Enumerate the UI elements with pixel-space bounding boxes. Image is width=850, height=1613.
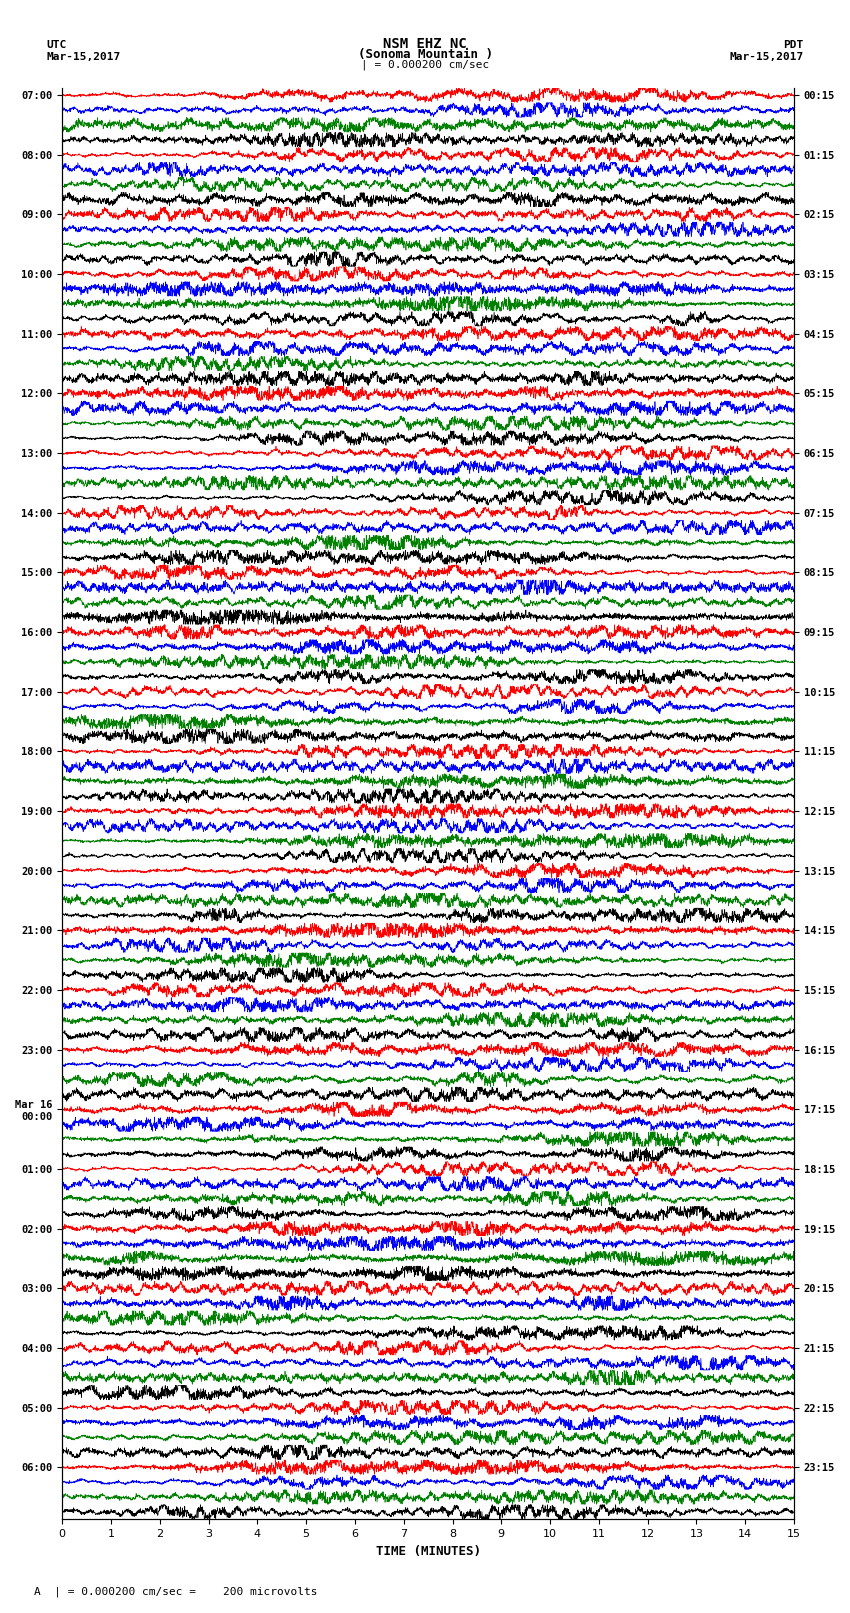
- X-axis label: TIME (MINUTES): TIME (MINUTES): [376, 1545, 480, 1558]
- Text: PDT: PDT: [783, 40, 803, 50]
- Text: A  | = 0.000200 cm/sec =    200 microvolts: A | = 0.000200 cm/sec = 200 microvolts: [34, 1586, 318, 1597]
- Text: NSM EHZ NC: NSM EHZ NC: [383, 37, 467, 52]
- Text: UTC: UTC: [47, 40, 67, 50]
- Text: | = 0.000200 cm/sec: | = 0.000200 cm/sec: [361, 60, 489, 71]
- Text: Mar-15,2017: Mar-15,2017: [729, 52, 803, 61]
- Text: (Sonoma Mountain ): (Sonoma Mountain ): [358, 48, 492, 61]
- Text: Mar-15,2017: Mar-15,2017: [47, 52, 121, 61]
